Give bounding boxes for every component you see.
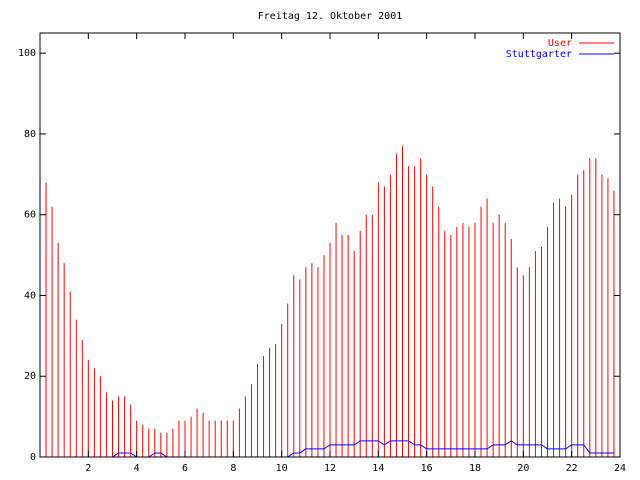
legend-label: User bbox=[548, 38, 572, 49]
x-tick-label: 12 bbox=[324, 463, 336, 474]
chart-title: Freitag 12. Oktober 2001 bbox=[258, 11, 403, 22]
x-tick-label: 22 bbox=[566, 463, 578, 474]
x-tick-label: 16 bbox=[421, 463, 433, 474]
y-tick-label: 60 bbox=[24, 210, 36, 221]
x-tick-label: 8 bbox=[230, 463, 236, 474]
y-tick-label: 0 bbox=[30, 452, 36, 463]
series-line bbox=[40, 440, 614, 458]
x-tick-label: 24 bbox=[614, 463, 626, 474]
y-tick-label: 40 bbox=[24, 290, 36, 301]
x-tick-label: 18 bbox=[469, 463, 481, 474]
x-tick-label: 6 bbox=[182, 463, 188, 474]
x-tick-label: 4 bbox=[134, 463, 140, 474]
legend-label: Stuttgarter bbox=[506, 49, 572, 60]
y-tick-label: 100 bbox=[18, 48, 36, 59]
x-tick-label: 2 bbox=[85, 463, 91, 474]
x-tick-label: 20 bbox=[517, 463, 529, 474]
y-tick-label: 20 bbox=[24, 371, 36, 382]
y-tick-label: 80 bbox=[24, 129, 36, 140]
x-tick-label: 14 bbox=[372, 463, 384, 474]
x-tick-label: 10 bbox=[276, 463, 288, 474]
